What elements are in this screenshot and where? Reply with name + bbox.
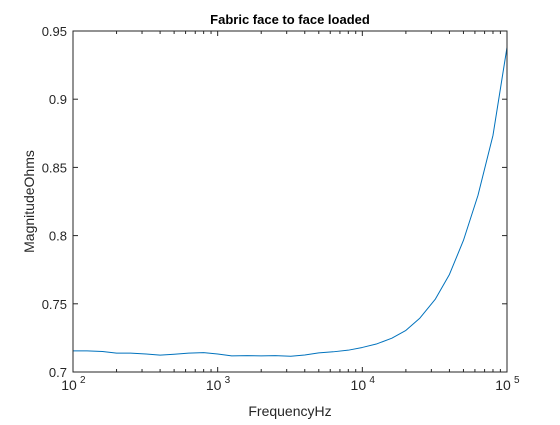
y-tick-label: 0.8 xyxy=(49,229,67,244)
x-tick-label: 10 xyxy=(61,377,77,393)
x-tick-label: 10 xyxy=(206,377,222,393)
y-tick-label: 0.9 xyxy=(49,92,67,107)
y-tick-label: 0.75 xyxy=(42,297,67,312)
x-tick-exponent: 2 xyxy=(80,375,86,386)
x-tick-exponent: 5 xyxy=(514,375,520,386)
x-tick-exponent: 4 xyxy=(369,375,375,386)
y-tick-label: 0.95 xyxy=(42,24,67,39)
x-tick-label: 10 xyxy=(495,377,511,393)
chart-title: Fabric face to face loaded xyxy=(210,12,370,27)
x-axis-label: FrequencyHz xyxy=(248,403,331,419)
series-line xyxy=(73,47,508,357)
x-tick-label: 10 xyxy=(351,377,367,393)
x-tick-exponent: 3 xyxy=(225,375,231,386)
y-axis-label: MagnitudeOhms xyxy=(21,150,37,253)
axes-box xyxy=(72,30,508,373)
y-tick-label: 0.85 xyxy=(42,160,67,175)
y-tick-label: 0.7 xyxy=(49,365,67,380)
plot-area xyxy=(73,31,507,372)
